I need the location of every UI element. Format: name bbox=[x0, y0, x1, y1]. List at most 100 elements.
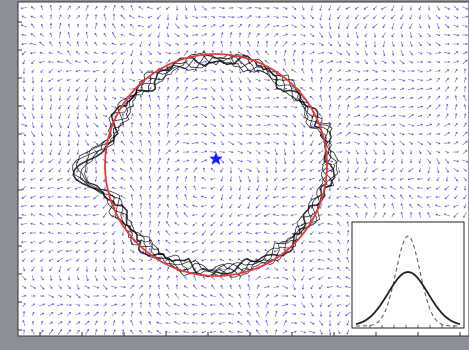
vector-arrow bbox=[48, 213, 54, 217]
vector-arrow bbox=[247, 175, 251, 183]
vector-arrow bbox=[317, 267, 325, 271]
vector-arrow bbox=[120, 140, 126, 146]
vector-arrow bbox=[390, 14, 396, 20]
vector-arrow bbox=[130, 131, 134, 137]
vector-arrow bbox=[300, 24, 306, 28]
vector-arrow bbox=[354, 61, 360, 64]
vector-arrow bbox=[319, 23, 323, 29]
vector-arrow bbox=[102, 51, 108, 54]
vector-arrow bbox=[184, 185, 188, 191]
vector-arrow bbox=[112, 149, 116, 155]
vector-arrow bbox=[57, 69, 63, 73]
vector-arrow bbox=[274, 185, 278, 191]
vector-arrow bbox=[140, 221, 143, 227]
vector-arrow bbox=[228, 321, 234, 324]
vector-arrow bbox=[380, 186, 387, 190]
vector-arrow bbox=[463, 122, 467, 128]
vector-arrow bbox=[32, 76, 35, 84]
vector-arrow bbox=[39, 284, 45, 290]
vector-arrow bbox=[427, 14, 431, 20]
vector-arrow bbox=[83, 214, 91, 217]
vector-arrow bbox=[427, 212, 431, 218]
vector-arrow bbox=[184, 24, 188, 28]
vector-arrow bbox=[31, 320, 35, 325]
vector-arrow bbox=[462, 15, 469, 18]
vector-arrow bbox=[237, 311, 243, 317]
vector-arrow bbox=[264, 87, 270, 91]
vector-arrow bbox=[103, 23, 106, 29]
vector-arrow bbox=[291, 33, 297, 37]
vector-arrow bbox=[453, 15, 459, 19]
vector-arrow bbox=[364, 157, 368, 165]
vector-arrow bbox=[310, 68, 313, 74]
vector-arrow bbox=[228, 241, 234, 244]
vector-arrow bbox=[111, 303, 118, 307]
vector-arrow bbox=[336, 213, 342, 217]
vector-arrow bbox=[20, 123, 28, 127]
vector-arrow bbox=[272, 132, 280, 136]
vector-arrow bbox=[95, 329, 98, 335]
vector-arrow bbox=[22, 158, 26, 164]
vector-arrow bbox=[157, 212, 161, 218]
vector-arrow bbox=[76, 275, 80, 281]
vector-arrow bbox=[201, 69, 207, 73]
vector-arrow bbox=[265, 40, 269, 48]
vector-arrow bbox=[174, 122, 180, 128]
vector-arrow bbox=[148, 302, 152, 308]
vector-arrow bbox=[201, 205, 207, 208]
vector-arrow bbox=[453, 5, 459, 11]
vector-arrow bbox=[381, 79, 387, 82]
vector-arrow bbox=[254, 105, 262, 109]
vector-arrow bbox=[49, 104, 52, 110]
vector-arrow bbox=[175, 140, 179, 146]
vector-arrow bbox=[344, 204, 351, 208]
vector-arrow bbox=[139, 33, 143, 37]
inset-dashed-curve bbox=[356, 235, 460, 327]
vector-arrow bbox=[166, 221, 170, 227]
vector-arrow bbox=[75, 249, 81, 253]
vector-arrow bbox=[139, 113, 143, 119]
vector-arrow bbox=[94, 275, 98, 281]
vector-arrow bbox=[148, 248, 151, 254]
vector-arrow bbox=[281, 276, 289, 280]
vector-arrow bbox=[461, 159, 469, 163]
vector-arrow bbox=[111, 275, 117, 281]
vector-arrow bbox=[111, 312, 117, 316]
vector-arrow bbox=[39, 167, 45, 173]
vector-arrow bbox=[86, 122, 89, 128]
vector-arrow bbox=[121, 149, 125, 155]
vector-arrow bbox=[410, 32, 413, 38]
vector-arrow bbox=[418, 5, 422, 11]
vector-arrow bbox=[391, 212, 395, 217]
vector-arrow bbox=[184, 86, 188, 92]
vector-arrow bbox=[191, 15, 199, 19]
vector-arrow bbox=[337, 122, 341, 128]
vector-arrow bbox=[292, 275, 296, 281]
vector-arrow bbox=[310, 159, 314, 163]
vector-arrow bbox=[22, 258, 26, 262]
vector-arrow bbox=[264, 204, 270, 208]
vector-arrow bbox=[84, 312, 90, 316]
vector-arrow bbox=[355, 42, 359, 46]
vector-arrow bbox=[255, 149, 261, 155]
vector-arrow bbox=[175, 194, 178, 200]
vector-arrow bbox=[219, 330, 225, 333]
vector-arrow bbox=[21, 33, 27, 36]
vector-arrow bbox=[148, 148, 151, 156]
vector-arrow bbox=[247, 302, 251, 308]
vector-arrow bbox=[85, 13, 89, 21]
vector-arrow bbox=[210, 167, 216, 173]
vector-arrow bbox=[353, 132, 361, 136]
vector-arrow bbox=[362, 186, 370, 190]
vector-arrow bbox=[175, 5, 179, 11]
vector-arrow bbox=[363, 105, 369, 109]
vector-arrow bbox=[317, 258, 325, 261]
vector-arrow bbox=[94, 41, 98, 46]
vector-arrow bbox=[183, 240, 189, 244]
vector-arrow bbox=[255, 213, 261, 217]
vector-arrow bbox=[354, 6, 360, 10]
vector-arrow bbox=[121, 303, 126, 307]
vector-arrow bbox=[191, 249, 199, 253]
vector-arrow bbox=[103, 68, 107, 74]
vector-arrow bbox=[103, 303, 107, 307]
